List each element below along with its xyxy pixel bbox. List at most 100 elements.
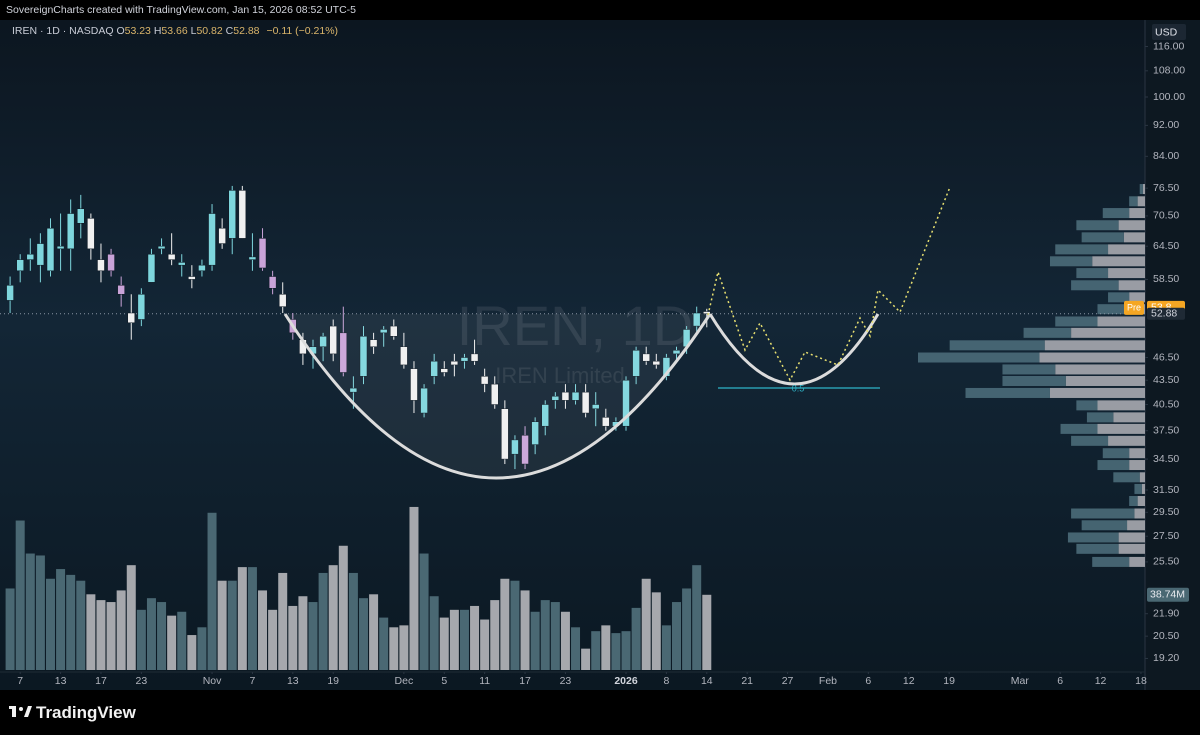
candle-body <box>167 253 176 260</box>
volume-bar <box>247 567 257 670</box>
volume-bar <box>207 512 217 670</box>
profile-outer <box>949 340 1045 351</box>
volume-bar <box>661 625 671 670</box>
candle-body <box>692 312 701 327</box>
profile-inner <box>1092 256 1145 267</box>
candle-body <box>551 395 560 401</box>
candle-body <box>581 391 590 414</box>
x-tick-label: 23 <box>560 675 572 687</box>
change: −0.11 (−0.21%) <box>266 25 339 37</box>
candle-body <box>511 439 519 455</box>
volume-bar <box>116 590 126 670</box>
candle-body <box>430 360 438 377</box>
profile-outer <box>1129 495 1138 506</box>
profile-outer <box>1071 508 1135 519</box>
volume-bar <box>308 602 318 670</box>
x-tick-label: 2026 <box>614 675 638 687</box>
profile-inner <box>1055 364 1145 375</box>
volume-bar <box>76 580 86 670</box>
candle-body <box>400 346 408 366</box>
candle-body <box>26 253 35 260</box>
candle-body <box>672 350 681 355</box>
volume-bar <box>217 580 227 670</box>
profile-outer <box>1002 375 1066 386</box>
profile-inner <box>1108 435 1145 446</box>
ohlc-letter: L <box>190 25 197 37</box>
profile-inner <box>1129 448 1145 459</box>
volume-bar <box>157 602 167 670</box>
candle-body <box>632 350 640 377</box>
volume-bar <box>449 609 459 670</box>
y-tick-label: 64.50 <box>1153 240 1179 252</box>
candle-body <box>642 353 650 362</box>
y-tick-label: 21.90 <box>1153 607 1179 619</box>
profile-outer <box>1067 532 1119 543</box>
candle-body <box>127 312 136 324</box>
candle-body <box>6 285 14 301</box>
candle-body <box>198 264 206 272</box>
cup-curve <box>283 313 712 480</box>
volume-bar <box>369 594 379 670</box>
profile-inner <box>1071 327 1145 338</box>
candle-body <box>258 238 267 269</box>
volume-bar <box>510 580 520 670</box>
volume-bar <box>571 627 581 670</box>
volume-bar <box>338 545 348 670</box>
watermark: IREN, 1D <box>457 294 694 357</box>
volume-bar <box>146 598 156 670</box>
volume-bar <box>419 553 429 670</box>
profile-inner <box>1065 375 1145 386</box>
profile-inner <box>1129 292 1145 303</box>
profile-inner <box>1137 495 1145 506</box>
volume-bar <box>621 631 631 670</box>
candle-body <box>218 227 226 244</box>
candle-body <box>480 376 489 385</box>
x-tick-label: Feb <box>819 675 837 687</box>
profile-outer <box>1076 220 1119 231</box>
volume-bar <box>641 578 651 670</box>
candle-body <box>137 294 146 320</box>
profile-outer <box>1071 280 1119 291</box>
profile-outer <box>1049 256 1093 267</box>
volume-bar <box>439 617 449 670</box>
volume-bar <box>177 611 187 670</box>
ohlc-letter: O <box>116 25 125 37</box>
fib-label: 0.5 <box>792 383 805 393</box>
profile-inner <box>1137 196 1145 207</box>
volume-bar <box>258 590 268 670</box>
profile-inner <box>1129 208 1145 219</box>
volume-bar <box>328 565 338 670</box>
volume-bar <box>298 596 308 670</box>
volume-bar <box>500 578 510 670</box>
volume-bar <box>288 605 298 670</box>
y-tick-label: 43.50 <box>1153 374 1179 386</box>
profile-outer <box>1097 460 1130 471</box>
x-tick-label: 7 <box>250 675 256 687</box>
profile-inner <box>1044 340 1145 351</box>
volume-bar <box>278 572 288 670</box>
profile-outer <box>1102 208 1130 219</box>
volume-bar <box>459 609 469 670</box>
profile-inner <box>1142 184 1145 195</box>
profile-inner <box>1039 352 1145 363</box>
ohlc-value: 52.88 <box>233 25 260 37</box>
candle-body <box>248 256 257 260</box>
volume-bar <box>490 600 500 670</box>
candle-body <box>602 417 610 427</box>
volume-bar <box>591 631 601 670</box>
candle-body <box>36 243 45 266</box>
profile-inner <box>1139 472 1145 483</box>
x-tick-label: 7 <box>17 675 23 687</box>
profile-inner <box>1127 520 1145 531</box>
profile-inner <box>1129 556 1145 567</box>
volume-bar <box>692 565 702 670</box>
profile-outer <box>1071 435 1109 446</box>
profile-inner <box>1108 268 1145 279</box>
y-tick-label: 58.50 <box>1153 273 1179 285</box>
candle-body <box>77 208 85 224</box>
candle-body <box>349 387 358 393</box>
layers <box>0 184 1145 670</box>
y-tick-label: 25.50 <box>1153 556 1179 568</box>
y-tick-label: 46.50 <box>1153 351 1179 363</box>
